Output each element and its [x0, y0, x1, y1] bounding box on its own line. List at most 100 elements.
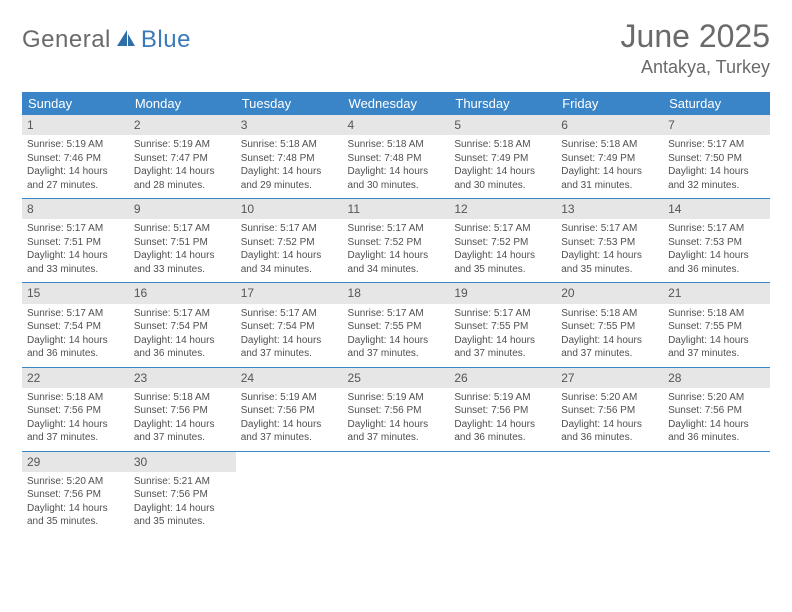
sunrise-label: Sunrise: [561, 308, 600, 319]
sunrise-label: Sunrise: [134, 308, 173, 319]
daylight-line: Daylight: 14 hours and 30 minutes. [454, 165, 551, 192]
daylight-label: Daylight: [454, 166, 496, 177]
sunset-label: Sunset: [561, 321, 598, 332]
sunset-value: 7:52 PM [384, 237, 421, 248]
day-number: 30 [129, 452, 236, 472]
calendar-cell: 16Sunrise: 5:17 AMSunset: 7:54 PMDayligh… [129, 283, 236, 367]
calendar-cell: 3Sunrise: 5:18 AMSunset: 7:48 PMDaylight… [236, 115, 343, 199]
day-header: Monday [129, 92, 236, 115]
month-title: June 2025 [621, 18, 770, 55]
calendar-cell: . [663, 451, 770, 535]
sunset-label: Sunset: [348, 153, 385, 164]
sunrise-value: 5:18 AM [601, 139, 638, 150]
day-number: 6 [556, 115, 663, 135]
day-number: 12 [449, 199, 556, 219]
logo-text-blue: Blue [141, 26, 191, 54]
sunrise-value: 5:19 AM [280, 392, 317, 403]
sunset-value: 7:56 PM [598, 405, 635, 416]
day-number: 25 [343, 368, 450, 388]
day-number: 13 [556, 199, 663, 219]
sunrise-line: Sunrise: 5:20 AM [668, 391, 765, 405]
sunset-value: 7:51 PM [171, 237, 208, 248]
sunset-value: 7:56 PM [705, 405, 742, 416]
sunrise-line: Sunrise: 5:20 AM [27, 475, 124, 489]
sunrise-value: 5:18 AM [601, 308, 638, 319]
sunrise-label: Sunrise: [134, 139, 173, 150]
sunrise-value: 5:17 AM [387, 223, 424, 234]
daylight-label: Daylight: [134, 503, 176, 514]
sunset-line: Sunset: 7:50 PM [668, 152, 765, 166]
sunrise-label: Sunrise: [241, 308, 280, 319]
day-header: Tuesday [236, 92, 343, 115]
daylight-line: Daylight: 14 hours and 37 minutes. [241, 418, 338, 445]
day-number: 29 [22, 452, 129, 472]
sunset-label: Sunset: [668, 153, 705, 164]
sunset-value: 7:48 PM [277, 153, 314, 164]
day-number: 22 [22, 368, 129, 388]
sunset-label: Sunset: [348, 405, 385, 416]
calendar-cell: 2Sunrise: 5:19 AMSunset: 7:47 PMDaylight… [129, 115, 236, 199]
sunset-line: Sunset: 7:55 PM [454, 320, 551, 334]
sunrise-value: 5:17 AM [601, 223, 638, 234]
sunset-line: Sunset: 7:55 PM [561, 320, 658, 334]
sunset-line: Sunset: 7:48 PM [348, 152, 445, 166]
sunset-label: Sunset: [668, 321, 705, 332]
sunset-line: Sunset: 7:53 PM [668, 236, 765, 250]
sunrise-value: 5:17 AM [66, 308, 103, 319]
sunset-line: Sunset: 7:55 PM [668, 320, 765, 334]
sunrise-value: 5:18 AM [708, 308, 745, 319]
sunset-value: 7:53 PM [705, 237, 742, 248]
sunrise-label: Sunrise: [454, 223, 493, 234]
sunset-label: Sunset: [27, 321, 64, 332]
sunset-line: Sunset: 7:56 PM [561, 404, 658, 418]
daylight-label: Daylight: [561, 166, 603, 177]
sunset-value: 7:46 PM [64, 153, 101, 164]
daylight-line: Daylight: 14 hours and 36 minutes. [454, 418, 551, 445]
daylight-label: Daylight: [27, 166, 69, 177]
sunset-line: Sunset: 7:54 PM [241, 320, 338, 334]
sunrise-label: Sunrise: [561, 392, 600, 403]
daylight-label: Daylight: [27, 419, 69, 430]
sunrise-line: Sunrise: 5:17 AM [241, 307, 338, 321]
day-number: 28 [663, 368, 770, 388]
daylight-label: Daylight: [348, 166, 390, 177]
calendar-body: 1Sunrise: 5:19 AMSunset: 7:46 PMDaylight… [22, 115, 770, 535]
sunrise-value: 5:17 AM [708, 139, 745, 150]
sunset-value: 7:56 PM [64, 489, 101, 500]
daylight-line: Daylight: 14 hours and 37 minutes. [348, 334, 445, 361]
sunset-label: Sunset: [134, 321, 171, 332]
day-number: 27 [556, 368, 663, 388]
sunrise-value: 5:21 AM [173, 476, 210, 487]
sunrise-line: Sunrise: 5:17 AM [454, 222, 551, 236]
calendar-cell: 10Sunrise: 5:17 AMSunset: 7:52 PMDayligh… [236, 199, 343, 283]
calendar-cell: 30Sunrise: 5:21 AMSunset: 7:56 PMDayligh… [129, 451, 236, 535]
sunrise-label: Sunrise: [454, 139, 493, 150]
day-number: 24 [236, 368, 343, 388]
daylight-line: Daylight: 14 hours and 36 minutes. [134, 334, 231, 361]
daylight-line: Daylight: 14 hours and 37 minutes. [134, 418, 231, 445]
sunset-label: Sunset: [561, 153, 598, 164]
sunset-value: 7:56 PM [171, 489, 208, 500]
sunset-line: Sunset: 7:48 PM [241, 152, 338, 166]
sunrise-label: Sunrise: [561, 139, 600, 150]
calendar-cell: 25Sunrise: 5:19 AMSunset: 7:56 PMDayligh… [343, 367, 450, 451]
daylight-line: Daylight: 14 hours and 34 minutes. [348, 249, 445, 276]
location: Antakya, Turkey [621, 57, 770, 78]
daylight-label: Daylight: [348, 419, 390, 430]
sunrise-value: 5:20 AM [66, 476, 103, 487]
calendar-cell: 15Sunrise: 5:17 AMSunset: 7:54 PMDayligh… [22, 283, 129, 367]
daylight-line: Daylight: 14 hours and 35 minutes. [134, 502, 231, 529]
sunrise-label: Sunrise: [241, 223, 280, 234]
daylight-label: Daylight: [27, 250, 69, 261]
day-number: 3 [236, 115, 343, 135]
sunset-line: Sunset: 7:56 PM [27, 404, 124, 418]
sunrise-value: 5:17 AM [280, 308, 317, 319]
sunrise-label: Sunrise: [134, 476, 173, 487]
header: General Blue June 2025 Antakya, Turkey [22, 18, 770, 78]
day-number: 23 [129, 368, 236, 388]
calendar-cell: . [236, 451, 343, 535]
sunset-value: 7:54 PM [277, 321, 314, 332]
daylight-label: Daylight: [454, 250, 496, 261]
day-number: 4 [343, 115, 450, 135]
sunrise-label: Sunrise: [668, 392, 707, 403]
